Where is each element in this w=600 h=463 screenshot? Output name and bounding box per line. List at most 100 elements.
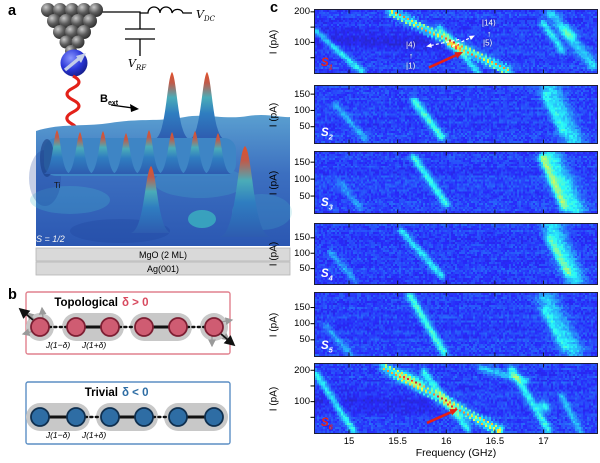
y-axis-label: I (pA) — [268, 102, 280, 127]
panel-sensor-label: S1 — [321, 56, 333, 71]
panel-sensor-label: S4 — [321, 267, 333, 282]
panel-letter-c: c — [270, 0, 279, 16]
inductor — [140, 6, 192, 14]
spin-value-label: S = 1/2 — [36, 234, 65, 244]
esr-spectrum-panel-S4: 150 100 50 I (pA) S4 — [269, 224, 597, 284]
panel-letter-a: a — [8, 3, 17, 19]
trivial-sites — [30, 407, 224, 427]
tip-spin-sphere — [60, 49, 88, 77]
y-tick-label: 100 — [294, 396, 310, 408]
circuit-diagram — [99, 6, 192, 56]
exchange-wave — [65, 74, 81, 135]
b-field-arrow — [110, 104, 139, 112]
state-ket-label: |5⟩ — [483, 38, 493, 48]
panel-sensor-label: S6 — [321, 416, 333, 431]
state-ket-label: ↑ — [408, 51, 413, 61]
stm-tip — [41, 3, 103, 57]
panel-sensor-label: S3 — [321, 196, 333, 211]
topological-sites — [30, 317, 224, 337]
vdc-label: VDC — [196, 8, 216, 23]
y-axis-label: I (pA) — [268, 170, 280, 195]
surface-peak — [66, 132, 94, 174]
y-tick-label: 50 — [299, 121, 310, 133]
trivial-delta: δ < 0 — [122, 387, 148, 399]
topological-title: Topological — [54, 297, 118, 309]
panel-sensor-label: S5 — [321, 339, 333, 354]
circuit-wire — [99, 11, 141, 56]
surface-peak — [112, 133, 140, 174]
y-tick-label: 200 — [294, 6, 310, 18]
edge-state-arrow-right — [220, 333, 236, 347]
topological-delta: δ > 0 — [122, 297, 148, 309]
y-axis-label: I (pA) — [268, 241, 280, 267]
mgo-label: MgO (2 ML) — [139, 250, 187, 260]
esr-spectrum-panel-S1: 200 100 |4⟩ ↑ |1⟩ |14⟩ ↑ |5⟩ I (pA) S1 — [269, 6, 597, 73]
y-tick-label: 150 — [294, 232, 310, 244]
y-tick-label: 150 — [294, 156, 310, 168]
surface-peak — [204, 133, 232, 174]
mgo-layer — [35, 247, 291, 262]
spin-arrow-head — [76, 53, 86, 63]
capacitor — [125, 28, 155, 40]
esr-spectrum-panel-S2: 150 100 50 I (pA) S2 — [269, 86, 597, 143]
stm-topography: Ti S = 1/2 — [29, 72, 292, 246]
y-tick-label: 200 — [294, 364, 310, 376]
substrate-layers: MgO (2 ML) Ag(001) — [35, 247, 291, 276]
state-ket-label: |1⟩ — [406, 61, 416, 71]
esr-heatmap-2 — [315, 86, 597, 143]
ti-chain-peaks — [43, 130, 271, 237]
j-strong-label: J(1+δ) — [81, 430, 106, 440]
ag-label: Ag(001) — [147, 264, 179, 274]
x-tick-label: 16.5 — [485, 436, 505, 447]
state-ket-label: |4⟩ — [406, 40, 416, 50]
y-axis-label: I (pA) — [268, 29, 280, 54]
surface-peak — [130, 166, 172, 233]
esr-heatmap-4 — [315, 224, 597, 284]
j-weak-label: J(1−δ) — [45, 340, 70, 350]
panel-a-schematic: VDC VRF Bext — [29, 3, 292, 276]
surface-peak — [189, 72, 225, 139]
y-tick-label: 100 — [294, 36, 310, 48]
ti-label: Ti — [54, 181, 61, 190]
y-tick-label: 50 — [299, 190, 310, 202]
esr-spectrum-panel-S3: 150 100 50 I (pA) S3 — [269, 152, 597, 213]
esr-spectrum-panel-S6: 200 100 I (pA) S6 — [269, 364, 597, 433]
y-tick-label: 100 — [294, 173, 310, 185]
esr-spectrum-panel-S5: 150 100 50 I (pA) S5 — [269, 293, 597, 356]
vrf-label: VRF — [128, 57, 147, 72]
x-tick-label: 16 — [440, 436, 452, 447]
panel-letter-b: b — [8, 287, 17, 303]
surface-peak — [219, 146, 271, 237]
panel-b-chains: Topological δ > 0 — [18, 291, 236, 445]
j-weak-label: J(1−δ) — [45, 430, 70, 440]
y-tick-label: 50 — [299, 263, 310, 275]
esr-heatmap-6 — [315, 364, 597, 433]
small-bump — [188, 210, 216, 228]
topological-chain: Topological δ > 0 — [18, 291, 236, 355]
y-tick-label: 50 — [299, 334, 310, 346]
trivial-chain: Trivial δ < 0 J(1−δ) J(1+δ) — [25, 381, 231, 445]
surface-peak — [89, 131, 117, 174]
y-tick-label: 100 — [294, 318, 310, 330]
esr-heatmap-5 — [315, 293, 597, 356]
y-tick-label: 100 — [294, 247, 310, 259]
ag-layer — [35, 261, 291, 276]
x-axis-title: Frequency (GHz) — [415, 447, 497, 459]
state-ket-label: |14⟩ — [481, 18, 497, 28]
panel-sensor-label: S2 — [321, 126, 333, 141]
edge-state-arrow-left — [18, 307, 34, 321]
x-tick-label: 15 — [343, 436, 355, 447]
x-tick-label: 17 — [538, 436, 549, 447]
y-axis-label: I (pA) — [268, 312, 280, 337]
surface-peak — [135, 130, 163, 174]
x-axis: 15 15.5 16 16.5 17 — [315, 436, 597, 448]
y-axis-label: I (pA) — [268, 386, 280, 411]
trivial-title: Trivial — [85, 387, 118, 399]
surface-peak — [158, 132, 186, 174]
y-tick-label: 100 — [294, 104, 310, 116]
surface-peak — [181, 131, 209, 174]
esr-heatmap-1 — [315, 10, 597, 73]
j-strong-label: J(1+δ) — [81, 340, 106, 350]
state-ket-label: ↑ — [486, 29, 491, 39]
